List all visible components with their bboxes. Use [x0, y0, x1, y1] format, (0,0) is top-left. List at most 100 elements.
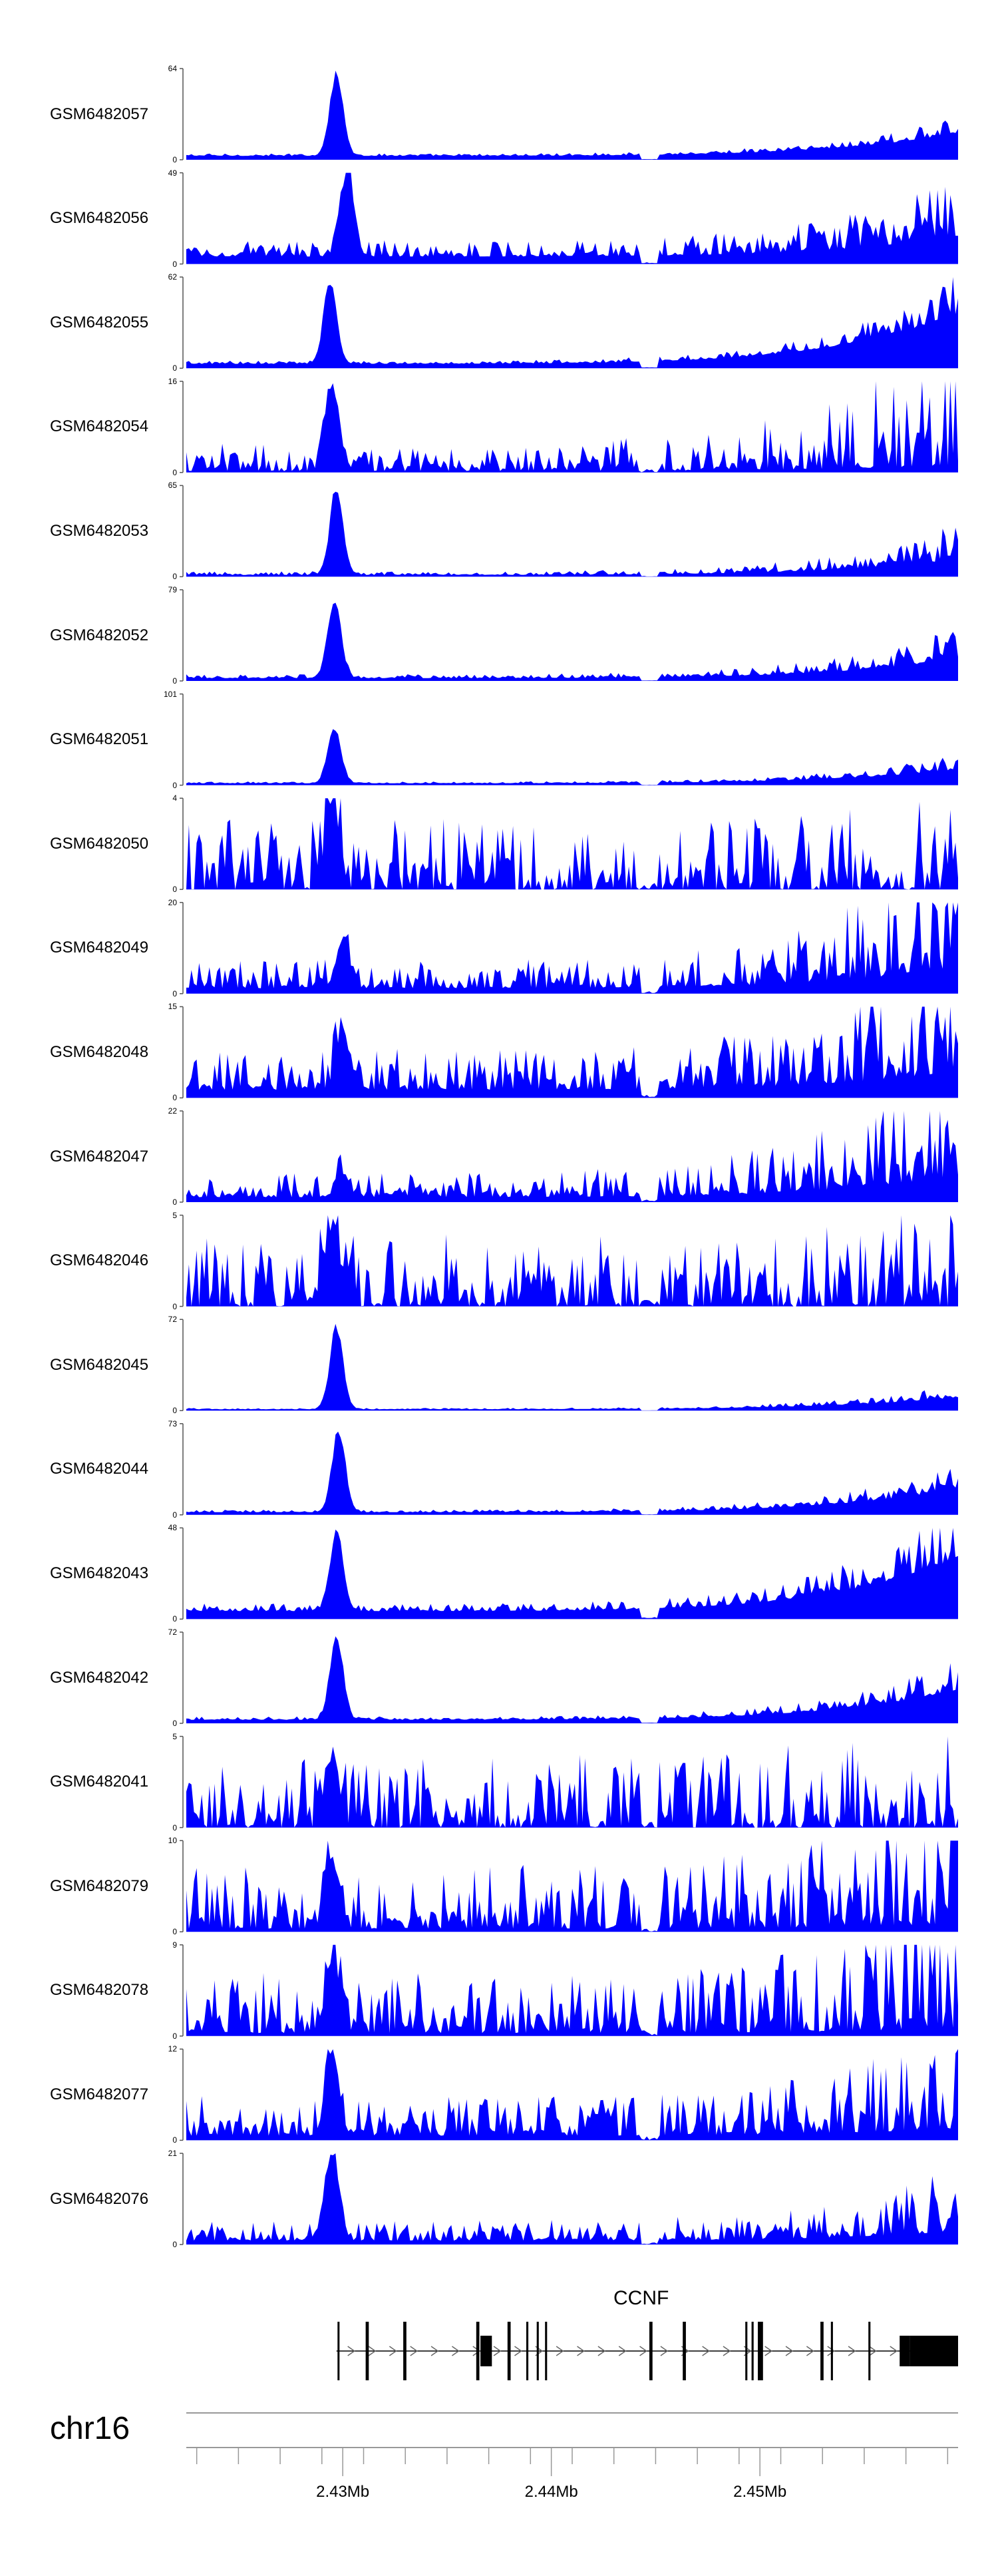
y-axis-max-label: 79: [168, 585, 177, 594]
strand-arrow: [389, 2346, 397, 2356]
gene-exon: [649, 2322, 653, 2380]
y-axis-max-label: 22: [168, 1106, 177, 1116]
track-label: GSM6482057: [50, 105, 149, 123]
strand-arrow: [368, 2346, 377, 2356]
y-axis-max-label: 15: [168, 1002, 177, 1012]
signal-area-GSM6482056: [186, 172, 958, 264]
y-axis-max-label: 5: [172, 1731, 177, 1741]
track-label: GSM6482044: [50, 1460, 149, 1478]
y-axis-min-label: 0: [172, 467, 177, 477]
strand-arrow: [577, 2346, 585, 2356]
y-axis-max-label: 5: [172, 1210, 177, 1220]
strand-arrow: [410, 2346, 418, 2356]
y-axis-max-label: 72: [168, 1627, 177, 1637]
y-axis-max-label: 73: [168, 1418, 177, 1428]
strand-arrow: [493, 2346, 502, 2356]
y-axis-max-label: 21: [168, 2149, 177, 2158]
y-axis-max-label: 4: [172, 793, 177, 803]
strand-arrow: [472, 2346, 481, 2356]
track-label: GSM6482076: [50, 2189, 149, 2208]
track-label: GSM6482079: [50, 1876, 149, 1895]
y-axis-max-label: 72: [168, 1315, 177, 1325]
signal-area-GSM6482076: [186, 2153, 958, 2245]
y-axis-min-label: 0: [172, 1927, 177, 1937]
y-axis-min-label: 0: [172, 780, 177, 790]
y-axis-min-label: 0: [172, 1719, 177, 1728]
track-label: GSM6482078: [50, 1981, 149, 2000]
y-axis-min-label: 0: [172, 988, 177, 998]
signal-area-GSM6482041: [186, 1736, 958, 1828]
tick-label: 2.45Mb: [733, 2483, 787, 2501]
signal-area-GSM6482054: [186, 381, 958, 473]
y-axis-max-label: 49: [168, 168, 177, 178]
y-axis-min-label: 0: [172, 1614, 177, 1624]
y-axis-max-label: 12: [168, 2044, 177, 2054]
strand-arrow: [723, 2346, 731, 2356]
signal-area-GSM6482077: [186, 2049, 958, 2141]
gene-exon: [476, 2322, 480, 2380]
gene-exon: [751, 2322, 754, 2380]
gene-exon: [536, 2322, 539, 2380]
signal-area-GSM6482057: [186, 71, 958, 160]
y-axis-min-label: 0: [172, 363, 177, 373]
signal-area-GSM6482046: [186, 1215, 958, 1307]
track-label: GSM6482045: [50, 1355, 149, 1374]
y-axis-min-label: 0: [172, 1197, 177, 1207]
track-label: GSM6482056: [50, 209, 149, 228]
track-label: GSM6482046: [50, 1251, 149, 1270]
y-axis-max-label: 101: [163, 689, 177, 699]
y-axis-max-label: 65: [168, 481, 177, 491]
y-axis-max-label: 64: [168, 64, 177, 73]
strand-arrow: [764, 2346, 773, 2356]
track-label: GSM6482050: [50, 834, 149, 853]
y-axis-min-label: 0: [172, 155, 177, 164]
track-label: GSM6482052: [50, 626, 149, 644]
track-label: GSM6482049: [50, 939, 149, 957]
tick-label: 2.44Mb: [524, 2483, 578, 2501]
gene-exon: [758, 2322, 763, 2380]
strand-arrow: [639, 2346, 647, 2356]
signal-area-GSM6482053: [186, 491, 958, 577]
gene-exon: [507, 2322, 511, 2380]
track-label: GSM6482041: [50, 1773, 149, 1791]
y-axis-max-label: 20: [168, 897, 177, 907]
strand-arrow: [660, 2346, 669, 2356]
gene-exon: [480, 2336, 492, 2366]
signal-area-GSM6482042: [186, 1636, 958, 1723]
y-axis-min-label: 0: [172, 885, 177, 895]
y-axis-min-label: 0: [172, 1093, 177, 1103]
chromosome-label: chr16: [50, 2411, 130, 2446]
signal-area-GSM6482049: [186, 902, 958, 994]
signal-area-GSM6482048: [186, 1006, 958, 1098]
y-axis-min-label: 0: [172, 2031, 177, 2041]
gene-exon: [526, 2322, 529, 2380]
strand-arrow: [347, 2346, 355, 2356]
y-axis-max-label: 62: [168, 272, 177, 282]
signal-area-GSM6482055: [186, 277, 958, 369]
y-axis-min-label: 0: [172, 2240, 177, 2249]
signal-area-GSM6482078: [186, 1944, 958, 2036]
strand-arrow: [597, 2346, 606, 2356]
y-axis-min-label: 0: [172, 572, 177, 582]
strand-arrow: [806, 2346, 814, 2356]
gene-exon: [868, 2322, 871, 2380]
track-label: GSM6482043: [50, 1564, 149, 1582]
y-axis-min-label: 0: [172, 1823, 177, 1832]
y-axis-min-label: 0: [172, 1406, 177, 1416]
signal-area-GSM6482044: [186, 1431, 958, 1515]
track-label: GSM6482048: [50, 1042, 149, 1061]
strand-arrow: [452, 2346, 460, 2356]
signal-area-GSM6482050: [186, 798, 958, 890]
strand-arrow: [869, 2346, 877, 2356]
gene-exon: [683, 2322, 686, 2380]
y-axis-min-label: 0: [172, 676, 177, 686]
y-axis-min-label: 0: [172, 259, 177, 269]
signal-area-GSM6482052: [186, 602, 958, 681]
strand-arrow: [785, 2346, 794, 2356]
signal-area-GSM6482043: [186, 1528, 958, 1619]
gene-exon: [830, 2322, 833, 2380]
y-axis-max-label: 10: [168, 1836, 177, 1846]
gene-exon: [365, 2322, 369, 2380]
